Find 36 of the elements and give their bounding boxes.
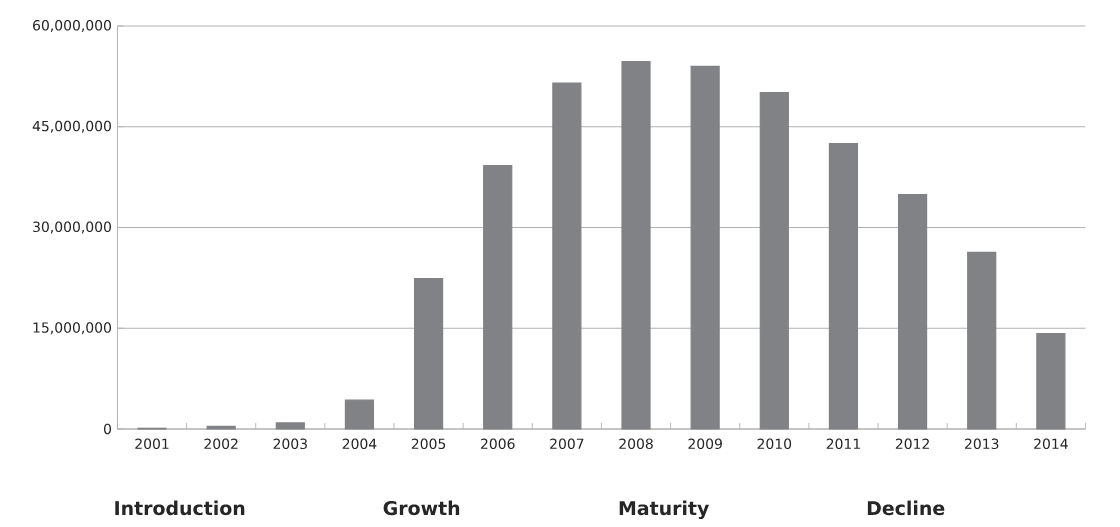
y-tick-label: 0	[103, 423, 111, 435]
text: Introduction	[115, 500, 245, 516]
x-tick-label: 2007	[550, 438, 584, 450]
bar	[967, 251, 997, 430]
y-tick-label: 15,000,000	[33, 322, 111, 335]
x-tick-label: 2010	[757, 438, 792, 450]
bar	[828, 142, 859, 430]
x-tick-label: 2009	[688, 438, 722, 450]
bar	[690, 65, 720, 430]
text: Maturity	[619, 500, 709, 520]
bar	[897, 193, 928, 430]
x-tick-label: 2008	[619, 438, 653, 450]
x-tick-label: 2013	[964, 438, 999, 450]
text: Decline	[867, 500, 945, 516]
bar	[552, 82, 582, 430]
x-tick-label: 2002	[204, 438, 238, 450]
x-tick-label: 2014	[1034, 438, 1068, 450]
bar	[344, 399, 375, 430]
x-tick-label: 2001	[135, 438, 169, 450]
bar	[275, 422, 305, 430]
y-tick-label: 60,000,000	[33, 19, 111, 32]
bar	[413, 277, 444, 430]
y-tick-label: 45,000,000	[32, 120, 111, 133]
x-tick-label: 2011	[826, 438, 860, 450]
x-tick-label: 2005	[411, 438, 446, 450]
text: Growth	[383, 500, 460, 516]
bar	[621, 60, 651, 430]
bar	[1036, 333, 1066, 430]
x-tick-label: 2012	[895, 438, 929, 450]
y-tick-label: 30,000,000	[33, 221, 111, 234]
x-tick-label: 2004	[342, 438, 377, 450]
x-tick-label: 2006	[480, 438, 515, 450]
bar	[206, 425, 236, 430]
bar	[759, 91, 789, 430]
bar	[483, 165, 513, 430]
x-tick-label: 2003	[273, 438, 307, 450]
